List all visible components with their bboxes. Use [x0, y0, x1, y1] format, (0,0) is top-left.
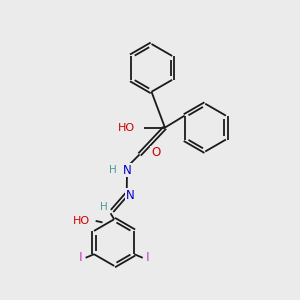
Text: N: N — [123, 164, 131, 176]
Text: O: O — [151, 146, 160, 160]
Text: HO: HO — [73, 216, 90, 226]
Text: I: I — [79, 251, 83, 264]
Text: N: N — [126, 189, 135, 202]
Text: H: H — [100, 202, 108, 212]
Text: I: I — [146, 251, 150, 264]
Text: H: H — [110, 165, 117, 175]
Text: HO: HO — [118, 123, 135, 133]
